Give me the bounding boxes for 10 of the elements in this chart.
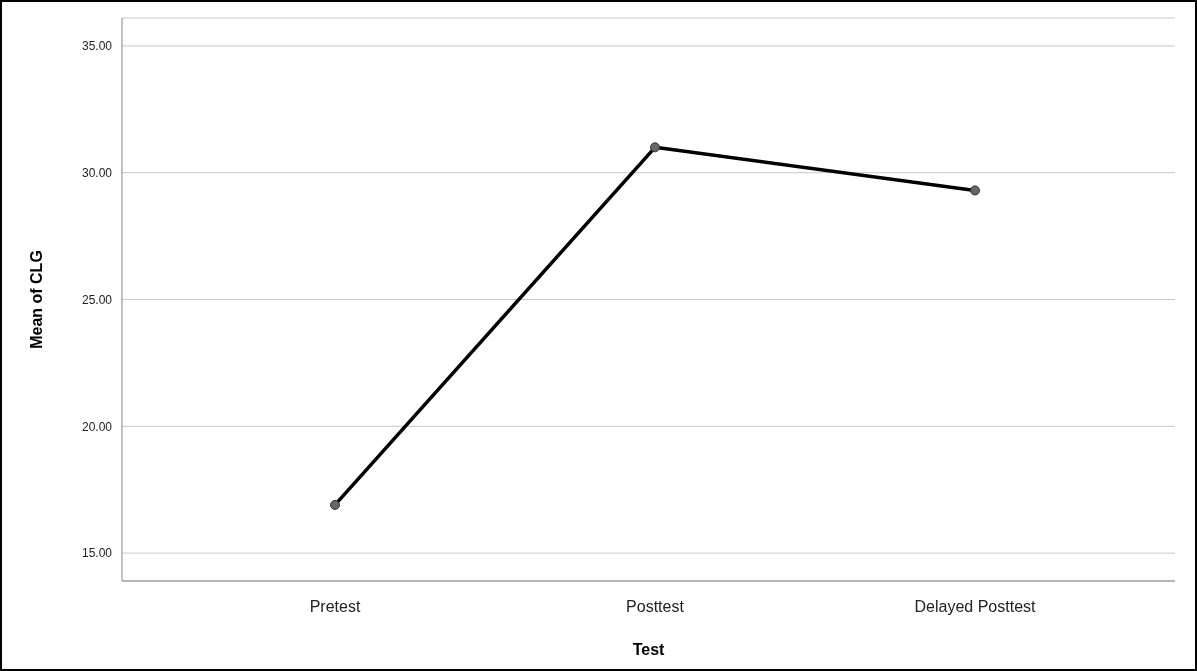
y-tick-label: 20.00 xyxy=(81,419,113,434)
x-tick-label: Pretest xyxy=(309,598,361,616)
y-axis-title: Mean of CLG xyxy=(27,250,45,349)
y-tick-label: 30.00 xyxy=(81,165,113,180)
x-tick-label: Delayed Posttest xyxy=(914,598,1037,616)
x-axis-title: Test xyxy=(632,641,666,658)
y-tick-label: 35.00 xyxy=(81,39,113,54)
y-tick-label: 25.00 xyxy=(81,292,113,307)
x-tick-label: Posttest xyxy=(626,598,685,616)
y-tick-label: 15.00 xyxy=(81,546,113,561)
